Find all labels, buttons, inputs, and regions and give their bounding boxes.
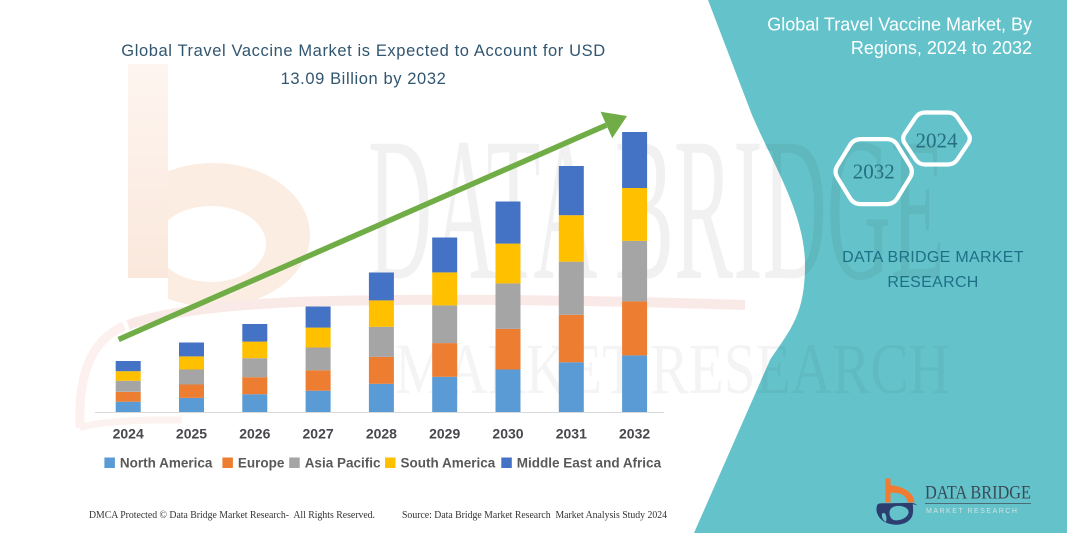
svg-text:South America: South America	[401, 456, 496, 471]
svg-text:2032: 2032	[619, 426, 650, 442]
svg-text:Global Travel Vaccine Market,: Global Travel Vaccine Market, By	[767, 15, 1032, 35]
svg-text:2030: 2030	[492, 426, 523, 442]
svg-text:2027: 2027	[303, 426, 334, 442]
svg-text:13.09 Billion by 2032: 13.09 Billion by 2032	[281, 70, 447, 88]
svg-text:DATA BRIDGE: DATA BRIDGE	[925, 483, 1031, 504]
svg-text:2031: 2031	[556, 426, 587, 442]
svg-text:2026: 2026	[239, 426, 270, 442]
svg-text:2029: 2029	[429, 426, 460, 442]
svg-text:2028: 2028	[366, 426, 397, 442]
svg-text:2024: 2024	[113, 426, 144, 442]
svg-text:North America: North America	[120, 456, 213, 471]
svg-text:2032: 2032	[853, 160, 895, 184]
svg-text:Asia Pacific: Asia Pacific	[305, 456, 381, 471]
svg-text:Middle East and Africa: Middle East and Africa	[517, 456, 662, 471]
svg-text:DMCA Protected © Data Bridge M: DMCA Protected © Data Bridge Market Rese…	[89, 509, 375, 521]
svg-text:Source: Data Bridge Market Res: Source: Data Bridge Market Research Mark…	[402, 509, 667, 521]
svg-text:DATA BRIDGE MARKET: DATA BRIDGE MARKET	[842, 249, 1024, 266]
svg-text:RESEARCH: RESEARCH	[887, 274, 978, 291]
svg-text:Global Travel Vaccine Market i: Global Travel Vaccine Market is Expected…	[121, 42, 605, 60]
svg-text:2025: 2025	[176, 426, 207, 442]
svg-text:Regions, 2024 to 2032: Regions, 2024 to 2032	[851, 38, 1032, 58]
svg-text:2024: 2024	[916, 129, 959, 153]
svg-text:Europe: Europe	[238, 456, 285, 471]
svg-text:MARKET RESEARCH: MARKET RESEARCH	[926, 508, 1018, 515]
